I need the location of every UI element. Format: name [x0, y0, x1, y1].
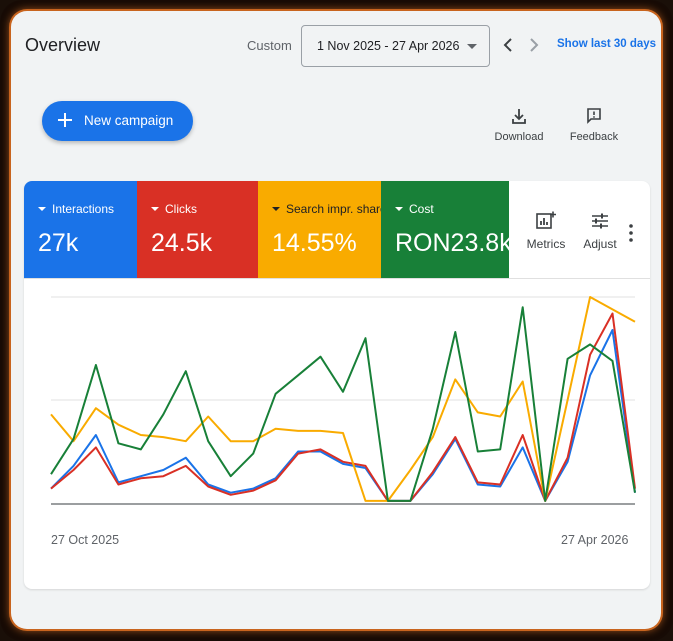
metric-name-text: Clicks	[165, 202, 197, 216]
metric-tile-clicks[interactable]: Clicks 24.5k	[137, 181, 258, 278]
metric-name-text: Search impr. share	[286, 202, 381, 216]
new-campaign-button[interactable]: New campaign	[42, 101, 193, 141]
series-line-clicks	[50, 312, 636, 502]
card-divider	[24, 278, 650, 279]
download-label: Download	[494, 131, 544, 143]
chevron-right-icon[interactable]	[527, 35, 541, 55]
dropdown-arrow-icon	[395, 207, 403, 211]
plus-icon	[58, 113, 72, 127]
x-axis-end-label: 27 Apr 2026	[561, 533, 629, 547]
dropdown-arrow-icon	[272, 207, 280, 211]
more-vert-icon[interactable]	[626, 223, 636, 243]
feedback-button[interactable]: Feedback	[559, 107, 629, 143]
series-line-interactions	[50, 329, 636, 502]
dropdown-caret-icon	[467, 44, 477, 49]
performance-card: Interactions 27k Clicks 24.5k Search imp…	[24, 181, 650, 589]
metrics-button[interactable]: Metrics	[522, 211, 570, 251]
range-type-label: Custom	[247, 38, 292, 53]
metric-name: Interactions	[38, 202, 114, 216]
x-axis-start-label: 27 Oct 2025	[51, 533, 120, 547]
metric-name: Clicks	[151, 202, 197, 216]
adjust-label: Adjust	[583, 237, 617, 251]
show-last-30-days-link[interactable]: Show last 30 days	[557, 38, 657, 50]
tune-icon	[592, 213, 608, 229]
metric-value: 27k	[38, 229, 79, 257]
metric-value: RON23.8k	[395, 229, 512, 257]
metric-tile-search-impr-share[interactable]: Search impr. share 14.55%	[258, 181, 381, 278]
add-chart-icon	[536, 211, 556, 229]
metric-name: Search impr. share	[272, 202, 381, 216]
metric-value: 14.55%	[272, 229, 357, 257]
page-title: Overview	[25, 35, 101, 55]
download-button[interactable]: Download	[484, 107, 554, 143]
overview-window: Overview Custom 1 Nov 2025 - 27 Apr 2026…	[11, 11, 661, 629]
dropdown-arrow-icon	[38, 207, 46, 211]
series-line-search-impr-share	[50, 296, 636, 502]
metric-value: 24.5k	[151, 229, 213, 257]
metric-name: Cost	[395, 202, 434, 216]
new-campaign-label: New campaign	[84, 113, 174, 128]
series-line-cost	[50, 306, 636, 502]
chevron-left-icon[interactable]	[501, 35, 515, 55]
feedback-label: Feedback	[569, 131, 619, 143]
dropdown-arrow-icon	[151, 207, 159, 211]
metric-tile-interactions[interactable]: Interactions 27k	[24, 181, 137, 278]
date-range-value: 1 Nov 2025 - 27 Apr 2026	[317, 39, 460, 53]
performance-line-chart	[50, 296, 636, 505]
download-icon	[512, 109, 526, 124]
feedback-icon	[587, 108, 601, 124]
metric-tile-cost[interactable]: Cost RON23.8k	[381, 181, 512, 278]
metric-name-text: Interactions	[52, 202, 115, 216]
adjust-button[interactable]: Adjust	[579, 211, 621, 251]
metrics-label: Metrics	[526, 237, 566, 251]
date-range-selector[interactable]: 1 Nov 2025 - 27 Apr 2026	[301, 25, 490, 67]
metric-name-text: Cost	[409, 202, 434, 216]
